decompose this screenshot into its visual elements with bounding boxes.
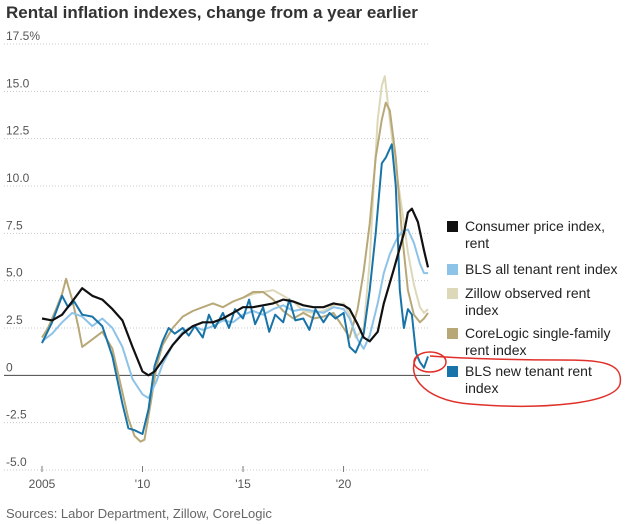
legend-swatch <box>447 328 458 339</box>
y-tick-label: 2.5 <box>6 313 23 327</box>
x-tick-label: '15 <box>235 477 251 491</box>
legend-label: CoreLogic single-family rent index <box>465 325 611 358</box>
y-tick-label: 17.5% <box>6 29 40 43</box>
series-lines <box>41 75 430 443</box>
x-tick-label: '20 <box>336 477 352 491</box>
y-axis-ticks: 17.5% 15.0 12.5 10.0 7.5 5.0 2.5 0 -2.5 -5.0 <box>6 29 40 469</box>
annotation-large-loop <box>412 354 622 407</box>
legend-label: Zillow observed rent index <box>465 285 590 318</box>
y-tick-label: 10.0 <box>6 171 30 185</box>
legend-label: Consumer price index, rent <box>465 218 605 251</box>
chart-title: Rental inflation indexes, change from a … <box>6 3 418 22</box>
legend-label: BLS all tenant rent index <box>465 261 618 277</box>
legend-label: BLS new tenant rent index <box>465 363 592 396</box>
y-tick-label: 0 <box>6 360 13 374</box>
legend-swatch <box>447 221 458 232</box>
y-tick-label: 12.5 <box>6 124 30 138</box>
annotation <box>412 351 622 407</box>
x-axis-ticks: 2005 '10 '15 '20 <box>29 466 352 491</box>
y-tick-label: 15.0 <box>6 76 30 90</box>
legend-swatch <box>447 264 458 275</box>
x-tick-label: '10 <box>135 477 151 491</box>
y-tick-label: -5.0 <box>6 455 27 469</box>
series-line-1 <box>41 228 428 400</box>
legend-swatch <box>447 288 458 299</box>
legend: Consumer price index, rent BLS all tenant … <box>447 218 618 396</box>
y-tick-label: 7.5 <box>6 218 23 232</box>
series-line-3 <box>41 101 429 443</box>
y-tick-label: 5.0 <box>6 266 23 280</box>
y-tick-label: -2.5 <box>6 408 27 422</box>
legend-swatch <box>447 366 458 377</box>
series-line-0 <box>41 207 430 377</box>
series-line-4 <box>41 143 429 435</box>
x-tick-label: 2005 <box>29 477 56 491</box>
source-note: Sources: Labor Department, Zillow, CoreL… <box>6 506 272 521</box>
